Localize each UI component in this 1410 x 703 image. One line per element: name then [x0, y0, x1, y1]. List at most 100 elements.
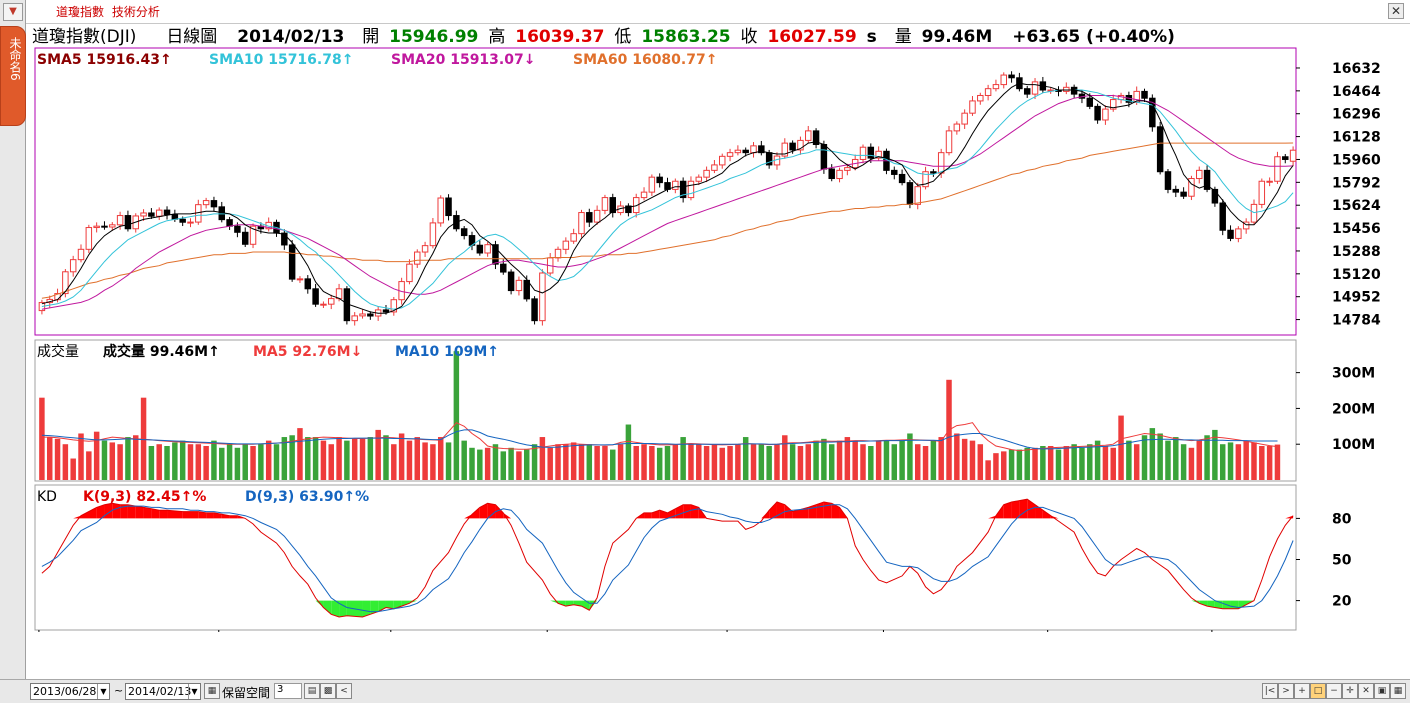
volume-bar — [211, 440, 217, 480]
kd-oversold-fill — [1199, 600, 1208, 607]
volume-bar — [179, 440, 186, 480]
candle-body — [961, 112, 968, 125]
candle-body — [805, 130, 812, 141]
volume-indicator-legend: MA10 109M↑ — [395, 344, 499, 360]
candle-body — [1180, 191, 1187, 197]
close-icon[interactable]: ✕ — [1388, 3, 1404, 19]
change-value: +63.65 (+0.40%) — [1012, 27, 1175, 47]
start-date-select[interactable]: 2013/06/28 ▼ — [30, 683, 110, 700]
candle-body — [1188, 178, 1195, 197]
kd-overbought-fill — [120, 504, 128, 519]
candle-body — [429, 222, 437, 247]
volume-bar — [696, 444, 702, 480]
kd-tick-label: 50 — [1332, 553, 1352, 569]
candle-body — [1109, 99, 1117, 110]
zoom-in-icon[interactable]: + — [1294, 683, 1310, 699]
apply-date-icon[interactable]: ▦ — [204, 683, 220, 699]
sma20-legend: SMA20 15913.07↓ — [391, 52, 535, 68]
candle-body — [93, 225, 100, 229]
candle-body — [320, 303, 327, 306]
scroll-start-icon[interactable]: |< — [1262, 683, 1278, 699]
price-tick-label: 15960 — [1332, 152, 1381, 168]
chevron-down-icon[interactable]: ▼ — [3, 3, 23, 21]
price-tick-label: 16464 — [1332, 84, 1381, 100]
volume-bar — [195, 444, 202, 480]
candle-body — [539, 272, 546, 322]
candle-body — [390, 299, 398, 313]
price-panel-frame — [34, 47, 1297, 336]
candle-body — [984, 88, 992, 96]
candle-body — [703, 169, 710, 178]
volume-bar — [1040, 446, 1046, 480]
candle-body — [1196, 169, 1203, 180]
zoom-out-icon[interactable]: − — [1326, 683, 1342, 699]
volume-bar — [1079, 447, 1085, 480]
tab-technical-analysis[interactable]: 技術分析 — [111, 5, 160, 19]
keep-space-value[interactable]: 3 — [274, 683, 302, 699]
volume-bar — [586, 444, 593, 480]
volume-bar — [610, 449, 616, 480]
volume-bar — [391, 444, 397, 480]
tab-index[interactable]: 道瓊指數 — [56, 5, 105, 19]
volume-bar — [1024, 447, 1030, 480]
volume-bar — [1055, 449, 1062, 480]
volume-bar — [422, 442, 428, 480]
sma60-legend: SMA60 16080.77↑ — [573, 52, 717, 68]
export-icon[interactable]: ▦ — [1390, 683, 1406, 699]
volume-bar — [398, 433, 405, 480]
volume-bar — [1001, 451, 1007, 480]
volume-bar — [1094, 440, 1101, 480]
kd-oversold-fill — [401, 600, 410, 607]
kd-overbought-fill — [1050, 515, 1059, 519]
volume-bar — [774, 444, 780, 480]
candle-body — [109, 224, 116, 228]
candle-body — [296, 278, 304, 281]
fit-icon[interactable]: ✛ — [1342, 683, 1358, 699]
high-label: 高 — [488, 27, 506, 47]
volume-bar — [297, 428, 303, 480]
volume-bar — [46, 437, 53, 480]
candle-body — [171, 214, 179, 220]
print-icon[interactable]: ▣ — [1374, 683, 1390, 699]
price-tick-label: 15456 — [1332, 221, 1381, 237]
grid-icon[interactable]: ▤ — [304, 683, 320, 699]
volume-bar — [93, 431, 100, 480]
volume-bar — [1243, 440, 1249, 480]
volume-bar — [351, 438, 358, 480]
candle-body — [648, 176, 656, 193]
kd-oversold-fill — [339, 600, 347, 618]
scroll-left-icon[interactable]: < — [336, 683, 352, 699]
kd-oversold-fill — [581, 600, 590, 611]
volume-bar — [649, 446, 655, 480]
kd-overbought-fill — [831, 503, 840, 519]
kd-overbought-fill — [769, 501, 777, 519]
sheet-tab[interactable]: 未命名6 — [0, 26, 26, 126]
candle-body — [101, 225, 108, 228]
scroll-end-icon[interactable]: > — [1278, 683, 1294, 699]
sheet-tab-label: 未命名6 — [8, 37, 22, 81]
volume-bar — [1219, 444, 1226, 480]
chevron-down-icon: ▼ — [97, 684, 109, 699]
volume-bar — [860, 444, 866, 480]
settings-icon[interactable]: ▩ — [320, 683, 336, 699]
candle-mode-icon[interactable]: □ — [1310, 683, 1326, 699]
candle-body — [1219, 202, 1226, 231]
kd-oversold-fill — [558, 600, 566, 607]
candle-body — [687, 180, 695, 199]
candle-body — [1000, 74, 1007, 86]
candle-body — [515, 279, 523, 292]
volume-bar — [344, 440, 350, 480]
candle-body — [1282, 156, 1289, 160]
candle-body — [844, 167, 851, 171]
crosshair-icon[interactable]: ✕ — [1358, 683, 1374, 699]
kd-tick-label: 20 — [1332, 594, 1352, 610]
sma60-line — [41, 142, 1294, 299]
open-value: 15946.99 — [389, 27, 479, 47]
end-date-select[interactable]: 2014/02/13 ▼ — [125, 683, 201, 700]
kd-oversold-fill — [370, 600, 379, 615]
volume-bar — [782, 435, 788, 480]
volume-bar — [844, 437, 851, 480]
candle-body — [531, 298, 538, 322]
volume-bar — [148, 446, 155, 480]
volume-bar — [954, 433, 960, 480]
